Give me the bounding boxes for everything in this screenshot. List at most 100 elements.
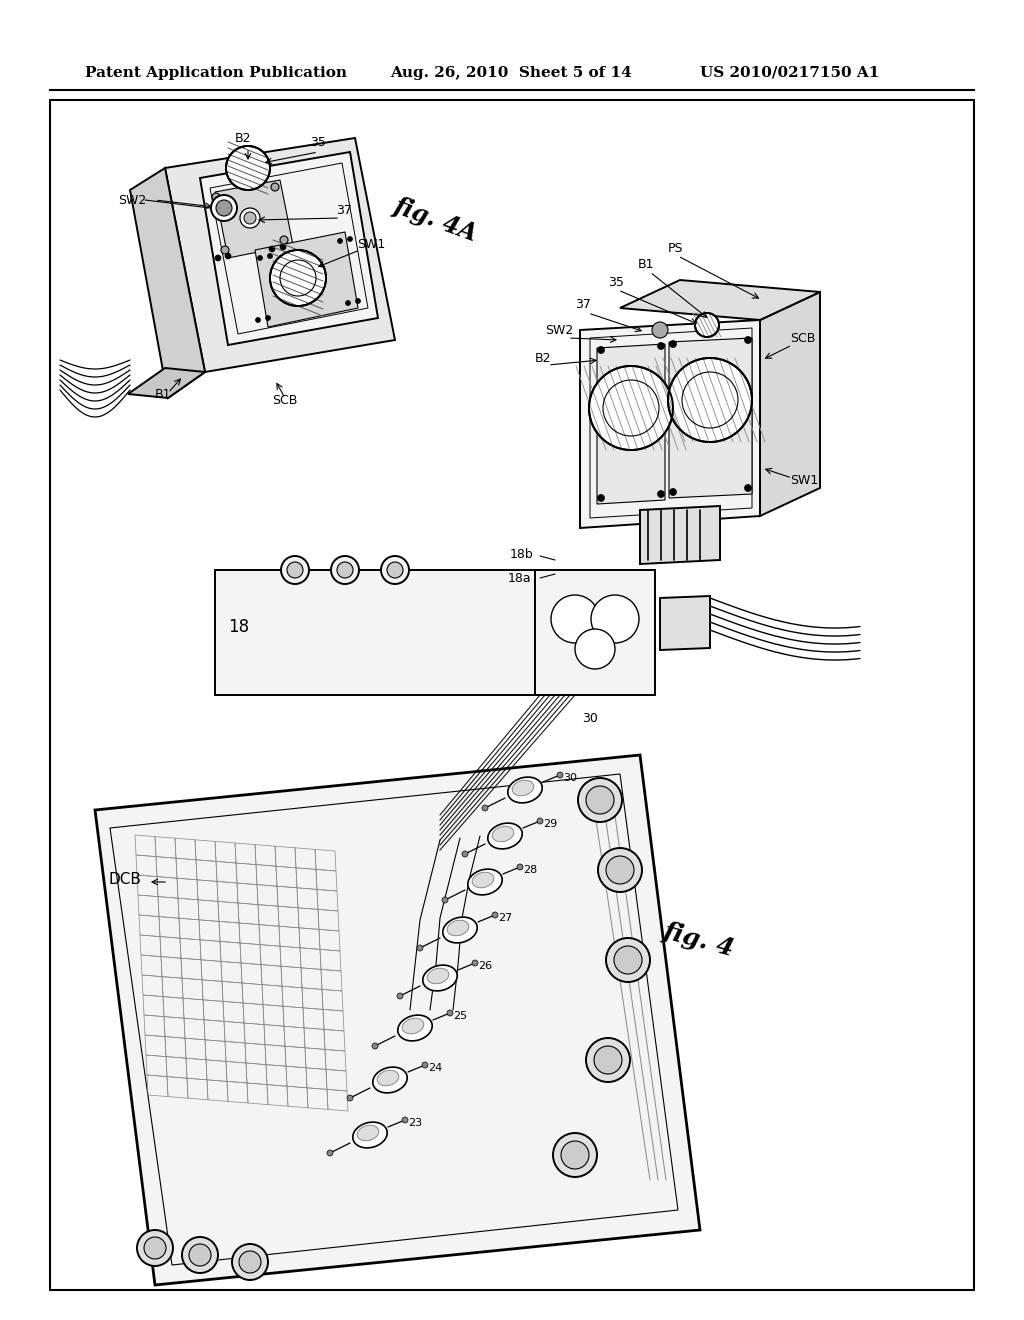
Text: 18a: 18a xyxy=(508,572,531,585)
Polygon shape xyxy=(640,506,720,564)
Text: 30: 30 xyxy=(563,774,577,783)
Ellipse shape xyxy=(423,965,457,991)
Text: SW1: SW1 xyxy=(357,239,385,252)
Text: SW2: SW2 xyxy=(118,194,146,206)
Polygon shape xyxy=(620,280,820,319)
Text: 27: 27 xyxy=(498,913,512,923)
Ellipse shape xyxy=(508,777,543,803)
Ellipse shape xyxy=(427,968,449,983)
Polygon shape xyxy=(215,180,293,257)
Polygon shape xyxy=(165,139,395,372)
Circle shape xyxy=(226,147,270,190)
Bar xyxy=(535,570,655,696)
Circle shape xyxy=(280,236,288,244)
Circle shape xyxy=(447,1010,453,1016)
Circle shape xyxy=(586,785,614,814)
Polygon shape xyxy=(128,368,205,399)
Circle shape xyxy=(551,595,599,643)
Text: 37: 37 xyxy=(575,298,591,312)
Ellipse shape xyxy=(397,1015,432,1041)
Circle shape xyxy=(182,1237,218,1272)
Text: B2: B2 xyxy=(535,351,552,364)
Bar xyxy=(215,570,535,696)
Text: 29: 29 xyxy=(543,818,557,829)
Ellipse shape xyxy=(512,780,534,796)
Circle shape xyxy=(668,358,752,442)
Circle shape xyxy=(144,1237,166,1259)
Circle shape xyxy=(271,183,279,191)
Text: Patent Application Publication: Patent Application Publication xyxy=(85,66,347,81)
Text: SW1: SW1 xyxy=(790,474,818,487)
Text: 30: 30 xyxy=(582,711,598,725)
Circle shape xyxy=(372,1043,378,1049)
Polygon shape xyxy=(255,232,358,327)
Ellipse shape xyxy=(472,873,494,888)
Ellipse shape xyxy=(373,1067,408,1093)
Text: 23: 23 xyxy=(408,1118,422,1129)
Text: Aug. 26, 2010  Sheet 5 of 14: Aug. 26, 2010 Sheet 5 of 14 xyxy=(390,66,632,81)
Circle shape xyxy=(517,865,523,870)
Ellipse shape xyxy=(468,869,502,895)
Circle shape xyxy=(670,488,677,495)
Circle shape xyxy=(270,249,326,306)
Text: 25: 25 xyxy=(453,1011,467,1020)
Polygon shape xyxy=(760,292,820,516)
Text: SCB: SCB xyxy=(272,393,297,407)
Circle shape xyxy=(216,201,232,216)
Text: SW2: SW2 xyxy=(545,323,573,337)
Ellipse shape xyxy=(377,1071,398,1086)
Circle shape xyxy=(482,805,488,810)
Circle shape xyxy=(557,772,563,777)
Circle shape xyxy=(657,342,665,350)
Circle shape xyxy=(256,318,260,322)
Circle shape xyxy=(212,193,220,201)
Polygon shape xyxy=(580,319,760,528)
Circle shape xyxy=(257,256,262,260)
Circle shape xyxy=(578,777,622,822)
Circle shape xyxy=(597,346,604,354)
Text: 18: 18 xyxy=(228,618,249,636)
Circle shape xyxy=(221,246,229,253)
Ellipse shape xyxy=(402,1018,424,1034)
Circle shape xyxy=(280,244,286,249)
Circle shape xyxy=(331,556,359,583)
Circle shape xyxy=(267,253,272,259)
Ellipse shape xyxy=(357,1125,379,1140)
Polygon shape xyxy=(660,597,710,649)
Text: PS: PS xyxy=(668,242,683,255)
Circle shape xyxy=(327,1150,333,1156)
Circle shape xyxy=(337,562,353,578)
Text: US 2010/0217150 A1: US 2010/0217150 A1 xyxy=(700,66,880,81)
Circle shape xyxy=(561,1140,589,1170)
Circle shape xyxy=(338,239,342,243)
Circle shape xyxy=(347,236,352,242)
Text: B1: B1 xyxy=(638,259,654,272)
Circle shape xyxy=(211,195,237,220)
Circle shape xyxy=(614,946,642,974)
Circle shape xyxy=(422,1063,428,1068)
Circle shape xyxy=(240,209,260,228)
Circle shape xyxy=(462,851,468,857)
Text: 35: 35 xyxy=(310,136,326,149)
Circle shape xyxy=(244,213,256,224)
Circle shape xyxy=(492,912,498,917)
Ellipse shape xyxy=(353,1122,387,1148)
Text: 18b: 18b xyxy=(510,549,534,561)
Circle shape xyxy=(553,1133,597,1177)
Circle shape xyxy=(225,253,231,259)
Circle shape xyxy=(652,322,668,338)
Text: 37: 37 xyxy=(336,203,352,216)
Text: SCB: SCB xyxy=(790,331,815,345)
Circle shape xyxy=(232,1243,268,1280)
Circle shape xyxy=(281,556,309,583)
Polygon shape xyxy=(597,345,665,504)
Circle shape xyxy=(387,562,403,578)
Circle shape xyxy=(744,484,752,491)
Circle shape xyxy=(402,1117,408,1123)
Text: fig. 4: fig. 4 xyxy=(660,919,736,961)
Circle shape xyxy=(597,495,604,502)
Circle shape xyxy=(695,313,719,337)
Text: 35: 35 xyxy=(608,276,624,289)
Ellipse shape xyxy=(442,917,477,942)
Circle shape xyxy=(265,315,270,321)
